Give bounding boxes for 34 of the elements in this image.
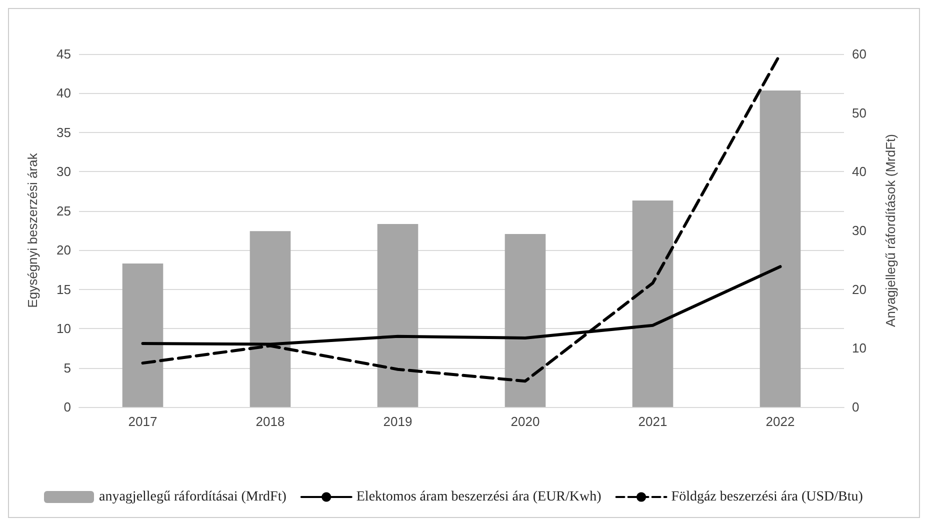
x-tick-label: 2020 bbox=[510, 414, 540, 429]
y-tick-label: 0 bbox=[64, 400, 71, 414]
y2-tick-label: 40 bbox=[852, 164, 866, 180]
bar bbox=[504, 234, 546, 407]
y2-tick-label: 20 bbox=[852, 282, 866, 297]
y-tick-label: 25 bbox=[56, 203, 71, 218]
bar bbox=[632, 200, 674, 407]
y-tick-label: 5 bbox=[64, 360, 71, 376]
y2-tick-label: 60 bbox=[852, 46, 866, 62]
bar bbox=[760, 90, 801, 407]
y-tick-label: 40 bbox=[56, 86, 71, 101]
x-tick-label: 2021 bbox=[638, 414, 668, 429]
y-tick-label: 35 bbox=[56, 124, 71, 140]
y2-axis-title: Anyagjellegű ráfordítások (MrdFt) bbox=[883, 134, 898, 327]
y2-tick-label: 10 bbox=[852, 340, 866, 356]
x-tick-label: 2018 bbox=[256, 414, 285, 429]
bar bbox=[122, 263, 164, 407]
x-tick-label: 2017 bbox=[128, 414, 158, 429]
bar bbox=[377, 224, 418, 407]
legend-label: Földgáz beszerzési ára (USD/Btu) bbox=[671, 490, 864, 504]
legend-label: anyagjellegű ráfordításai (MrdFt) bbox=[99, 490, 287, 504]
x-tick-label: 2019 bbox=[383, 414, 412, 429]
y2-tick-label: 0 bbox=[852, 400, 860, 414]
y2-tick-label: 50 bbox=[852, 105, 866, 120]
y-tick-label: 10 bbox=[56, 321, 71, 336]
y-tick-label: 20 bbox=[56, 242, 71, 258]
y-tick-label: 45 bbox=[56, 46, 71, 62]
bar bbox=[250, 231, 291, 407]
y-tick-label: 15 bbox=[56, 282, 71, 297]
y-tick-label: 30 bbox=[56, 164, 71, 180]
y2-tick-label: 30 bbox=[852, 223, 866, 238]
y-axis-title: Egységnyi beszerzési árak bbox=[25, 152, 40, 308]
x-tick-label: 2022 bbox=[766, 414, 795, 429]
legend-label: Elektomos áram beszerzési ára (EUR/Kwh) bbox=[356, 490, 602, 504]
